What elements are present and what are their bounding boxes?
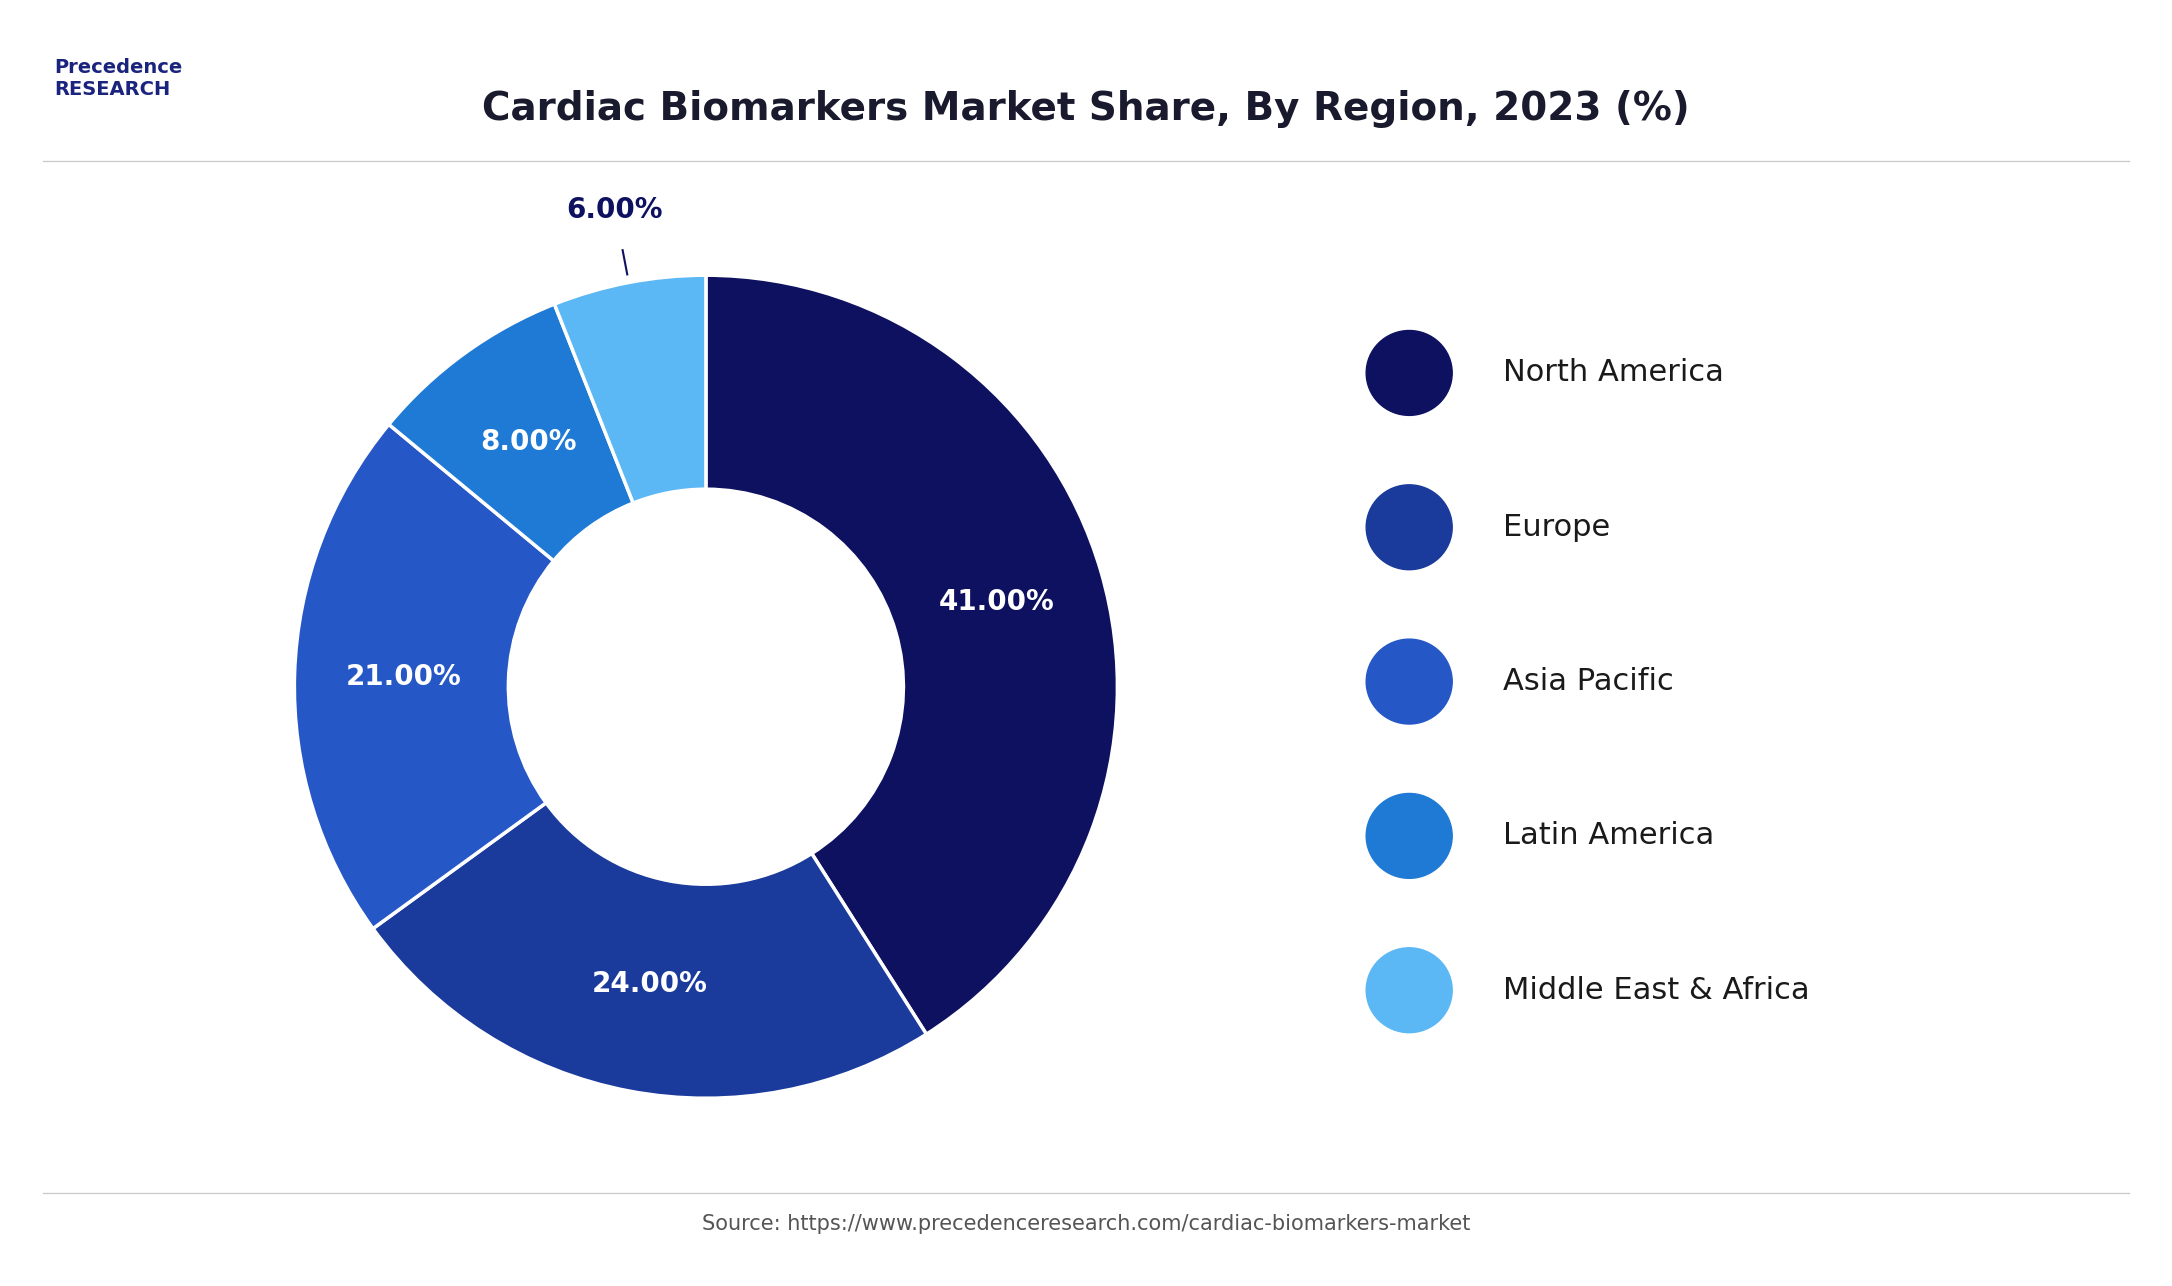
- Circle shape: [1366, 793, 1453, 878]
- Circle shape: [1366, 639, 1453, 724]
- Text: Latin America: Latin America: [1503, 822, 1714, 850]
- Circle shape: [1366, 948, 1453, 1033]
- Text: Middle East & Africa: Middle East & Africa: [1503, 976, 1809, 1004]
- Wedge shape: [389, 303, 634, 561]
- Circle shape: [1366, 331, 1453, 415]
- Text: Asia Pacific: Asia Pacific: [1503, 667, 1675, 696]
- Text: 24.00%: 24.00%: [591, 970, 708, 998]
- Wedge shape: [706, 275, 1116, 1034]
- Text: North America: North America: [1503, 359, 1725, 387]
- Wedge shape: [295, 424, 554, 928]
- Text: 8.00%: 8.00%: [480, 428, 576, 457]
- Text: Cardiac Biomarkers Market Share, By Region, 2023 (%): Cardiac Biomarkers Market Share, By Regi…: [482, 90, 1690, 129]
- Circle shape: [1366, 485, 1453, 570]
- Text: 41.00%: 41.00%: [938, 588, 1053, 616]
- Wedge shape: [374, 802, 927, 1098]
- Text: Source: https://www.precedenceresearch.com/cardiac-biomarkers-market: Source: https://www.precedenceresearch.c…: [702, 1214, 1470, 1235]
- Text: 6.00%: 6.00%: [567, 195, 662, 224]
- Wedge shape: [554, 275, 706, 503]
- Text: 21.00%: 21.00%: [345, 664, 460, 691]
- Text: Precedence
RESEARCH: Precedence RESEARCH: [54, 58, 182, 99]
- Text: Europe: Europe: [1503, 513, 1609, 541]
